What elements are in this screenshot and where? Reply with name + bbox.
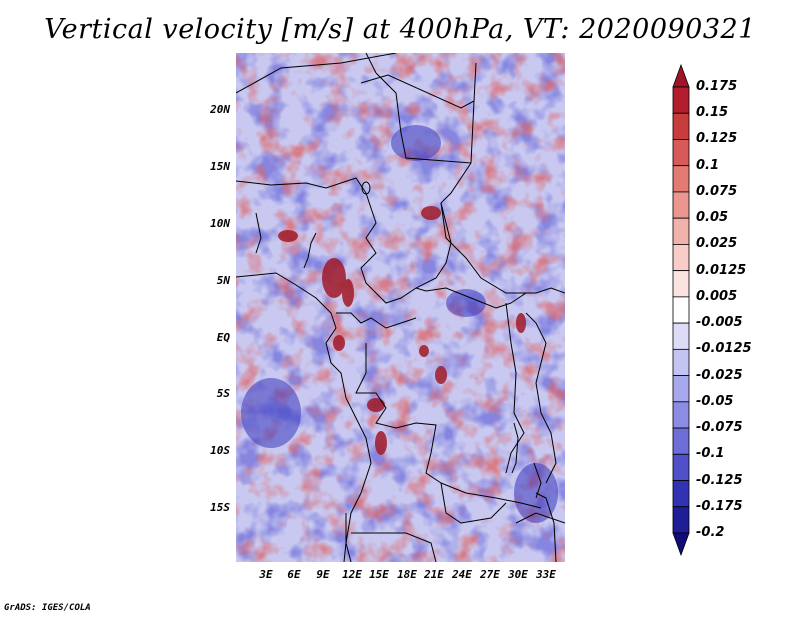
colorbar-bin bbox=[672, 348, 690, 376]
lon-label: 21E bbox=[424, 568, 444, 581]
strong-updraft-areas bbox=[278, 206, 526, 455]
map-plot-area bbox=[236, 53, 565, 562]
colorbar-level-label: -0.0125 bbox=[696, 341, 752, 357]
strong-downdraft-areas bbox=[241, 125, 558, 523]
colorbar-level-label: 0.025 bbox=[696, 236, 738, 252]
colorbar-level-label: 0.0125 bbox=[696, 262, 747, 278]
colorbar-bin bbox=[672, 270, 690, 298]
colorbar-bin bbox=[672, 139, 690, 167]
colorbar-bin bbox=[672, 401, 690, 429]
colorbar-bin bbox=[672, 165, 690, 193]
lat-label: 5S bbox=[216, 387, 230, 400]
lon-label: 30E bbox=[508, 568, 528, 581]
lon-label: 3E bbox=[259, 568, 273, 581]
colorbar-level-label: -0.025 bbox=[696, 367, 743, 383]
colorbar-bin bbox=[672, 86, 690, 114]
colorbar-bottom-arrow bbox=[672, 532, 690, 557]
lon-label: 15E bbox=[369, 568, 389, 581]
lat-label: 15S bbox=[210, 501, 230, 514]
footer-credit: GrADS: IGES/COLA bbox=[4, 603, 91, 613]
lat-label: 15N bbox=[210, 160, 230, 173]
colorbar-bin bbox=[672, 322, 690, 350]
colorbar-bin bbox=[672, 217, 690, 245]
colorbar-bin bbox=[672, 191, 690, 219]
colorbar-level-label: 0.125 bbox=[696, 131, 738, 147]
colorbar-level-label: -0.175 bbox=[696, 498, 743, 514]
colorbar-bin bbox=[672, 506, 690, 534]
lon-label: 27E bbox=[480, 568, 500, 581]
colorbar-bin bbox=[672, 427, 690, 455]
colorbar-level-label: -0.1 bbox=[696, 446, 725, 462]
colorbar-level-label: 0.175 bbox=[696, 79, 738, 94]
colorbar-bin bbox=[672, 480, 690, 508]
colorbar-bin bbox=[672, 453, 690, 481]
colorbar-level-label: -0.2 bbox=[696, 525, 725, 540]
colorbar-bin bbox=[672, 296, 690, 324]
lon-label: 24E bbox=[452, 568, 472, 581]
map-title: Vertical velocity [m/s] at 400hPa, VT: 2… bbox=[44, 14, 756, 45]
lat-label: 5N bbox=[216, 274, 230, 287]
lon-label: 33E bbox=[536, 568, 556, 581]
colorbar-level-label: 0.1 bbox=[696, 157, 720, 173]
lon-label: 6E bbox=[287, 568, 301, 581]
colorbar-level-label: -0.05 bbox=[696, 393, 734, 409]
lat-label: 10N bbox=[210, 217, 230, 230]
colorbar-level-label: 0.15 bbox=[696, 105, 729, 121]
colorbar-level-label: 0.075 bbox=[696, 183, 738, 199]
lat-label: 20N bbox=[210, 103, 230, 116]
lon-label: 12E bbox=[342, 568, 362, 581]
colorbar-level-label: -0.125 bbox=[696, 472, 743, 488]
colorbar-level-label: 0.05 bbox=[696, 210, 729, 226]
lon-label: 9E bbox=[316, 568, 330, 581]
colorbar-bin bbox=[672, 244, 690, 272]
lon-label: 18E bbox=[397, 568, 417, 581]
colorbar bbox=[672, 63, 690, 557]
lat-label: EQ bbox=[216, 331, 230, 344]
lakes bbox=[361, 181, 542, 499]
colorbar-top-arrow bbox=[672, 63, 690, 88]
country-borders bbox=[236, 53, 565, 562]
colorbar-level-label: -0.005 bbox=[696, 315, 743, 331]
colorbar-level-label: 0.005 bbox=[696, 288, 738, 304]
colorbar-bin bbox=[672, 375, 690, 403]
colorbar-bin bbox=[672, 112, 690, 140]
colorbar-level-label: -0.075 bbox=[696, 420, 743, 436]
lat-label: 10S bbox=[210, 444, 230, 457]
